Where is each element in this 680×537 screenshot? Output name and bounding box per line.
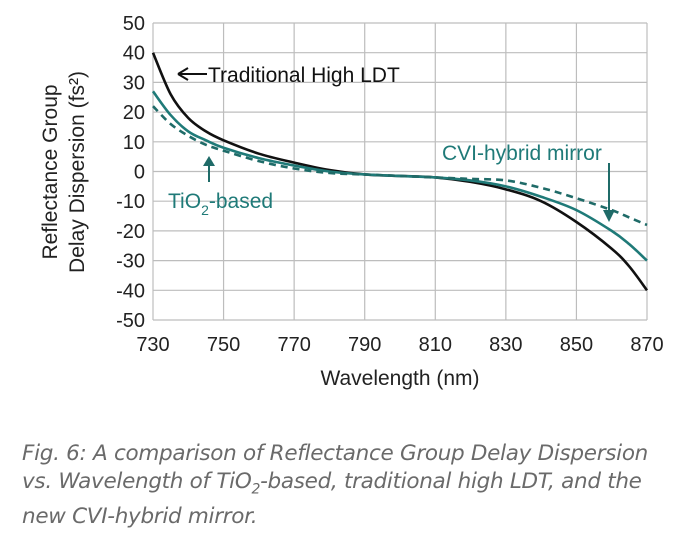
- dispersion-chart: 50 40 30 20 10 0 -10 -20 -30 -40 -50 730 750 770 790 8…: [39, 13, 664, 390]
- label-traditional-high-ldt: Traditional High LDT: [208, 64, 400, 87]
- y-tick-label: 40: [123, 43, 145, 65]
- y-tick-label: 0: [134, 162, 145, 184]
- y-tick-label: -50: [116, 310, 145, 332]
- y-tick-label: 30: [123, 72, 145, 94]
- y-tick-label: 20: [123, 102, 145, 124]
- x-tick-label: 790: [348, 334, 381, 356]
- x-tick-label: 730: [136, 334, 169, 356]
- y-axis-label-line2: Delay Dispersion (fs²): [66, 71, 89, 273]
- x-tick-label: 830: [489, 334, 522, 356]
- arrow-up-icon: [203, 156, 215, 166]
- x-axis-label: Wavelength (nm): [320, 367, 479, 390]
- y-tick-label: -30: [116, 251, 145, 273]
- x-tick-label: 850: [560, 334, 593, 356]
- y-tick-labels: 50 40 30 20 10 0 -10 -20 -30 -40 -50: [116, 13, 145, 332]
- grid: [152, 22, 648, 321]
- y-tick-label: -10: [116, 191, 145, 213]
- y-tick-label: 10: [123, 132, 145, 154]
- x-tick-label: 810: [419, 334, 452, 356]
- x-tick-label: 750: [207, 334, 240, 356]
- series-lines: [151, 52, 649, 292]
- label-tio2-based: TiO2-based: [168, 190, 273, 218]
- x-tick-label: 770: [277, 334, 310, 356]
- annotation-tio2: TiO2-based: [168, 156, 273, 218]
- y-axis-label-line1: Reflectance Group: [39, 84, 62, 259]
- series-line-tio2-based: [152, 105, 648, 227]
- y-tick-label: -20: [116, 221, 145, 243]
- annotation-traditional: Traditional High LDT: [177, 64, 400, 87]
- figure-caption: Fig. 6: A comparison of Reflectance Grou…: [22, 441, 649, 530]
- arrow-down-icon: [603, 210, 615, 222]
- arrow-left-icon: [177, 67, 189, 81]
- y-tick-label: -40: [116, 280, 145, 302]
- x-tick-label: 870: [630, 334, 663, 356]
- x-tick-labels: 730 750 770 790 810 830 850 870: [136, 334, 663, 356]
- series-line-cvi-hybrid-mirror: [151, 90, 648, 262]
- y-tick-label: 50: [123, 13, 145, 35]
- annotation-cvi: CVI-hybrid mirror: [442, 142, 615, 222]
- label-cvi-hybrid-mirror: CVI-hybrid mirror: [442, 142, 602, 165]
